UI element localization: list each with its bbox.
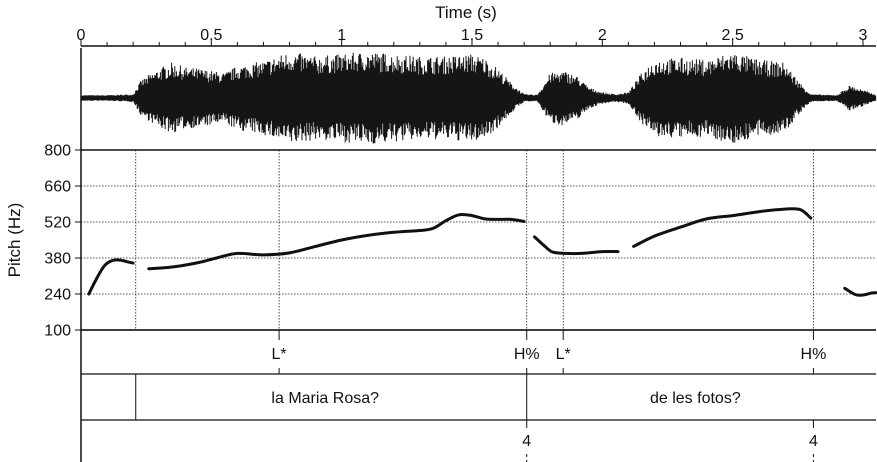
pitch-tick-label: 100 xyxy=(44,323,71,340)
pitch-contour xyxy=(87,207,877,297)
pitch-axis-title: Pitch (Hz) xyxy=(5,203,24,278)
pitch-tick-label: 520 xyxy=(44,215,71,232)
waveform-panel xyxy=(81,52,877,144)
pitch-tick-label: 800 xyxy=(44,143,71,160)
tone-label: H% xyxy=(514,346,540,363)
pitch-tick-label: 660 xyxy=(44,179,71,196)
break-label: 4 xyxy=(809,433,818,450)
time-tick-label: 2 xyxy=(598,27,607,44)
panel-frame xyxy=(80,48,876,462)
time-tick-label: 1 xyxy=(337,27,346,44)
tone-label: H% xyxy=(801,346,827,363)
pitch-tick-label: 380 xyxy=(44,251,71,268)
time-tick-label: 0 xyxy=(77,27,86,44)
break-label: 4 xyxy=(522,433,531,450)
pitch-axis-ticks: 100 240 380 520 660 800 xyxy=(44,143,81,340)
pitch-tick-label: 240 xyxy=(44,287,71,304)
tone-label: L* xyxy=(556,346,571,363)
pitch-segment xyxy=(843,286,877,297)
annotation-tiers: L* H% L* H% la Maria Rosa? de les fotos? 4 4 xyxy=(81,329,876,462)
tone-label: L* xyxy=(272,346,287,363)
time-tick-label: 0.5 xyxy=(200,27,222,44)
pitch-gridlines xyxy=(81,185,876,295)
pitch-segment xyxy=(87,258,135,296)
pitch-segment xyxy=(632,207,813,248)
waveform-trace xyxy=(81,52,877,144)
word-label: de les fotos? xyxy=(650,390,741,407)
time-axis-title: Time (s) xyxy=(435,3,497,22)
time-axis-ticks: 0 0.5 1 1.5 2 2.5 3 xyxy=(77,27,876,47)
pitch-segment xyxy=(533,235,620,256)
time-tick-label: 1.5 xyxy=(461,27,483,44)
boundary-lines xyxy=(135,150,814,330)
time-tick-label: 2.5 xyxy=(722,27,744,44)
pitch-segment xyxy=(147,212,526,271)
word-label: la Maria Rosa? xyxy=(271,390,379,407)
time-tick-label: 3 xyxy=(859,27,868,44)
